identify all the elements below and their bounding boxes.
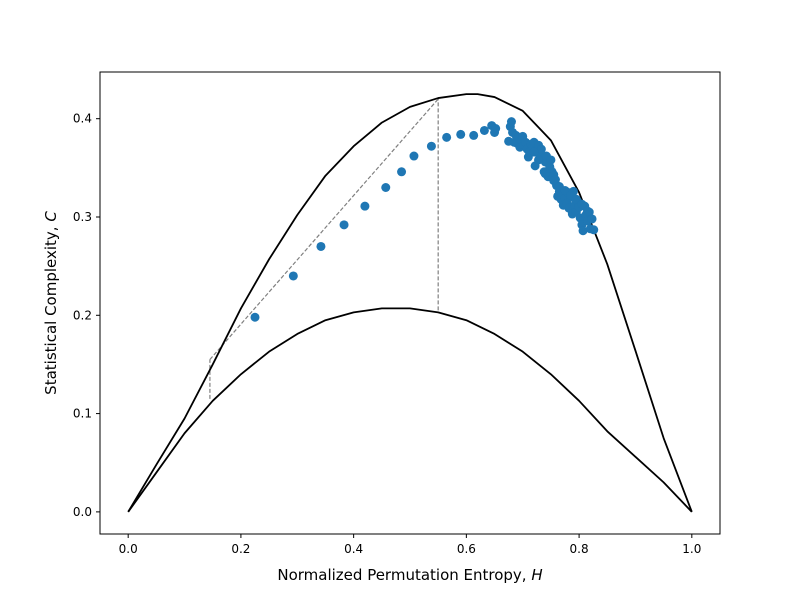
data-point xyxy=(316,241,326,251)
data-point xyxy=(397,167,407,177)
data-point xyxy=(250,312,260,322)
data-point xyxy=(549,176,559,186)
data-point xyxy=(587,214,597,224)
x-axis: 0.0 0.2 0.4 0.6 0.8 1.0 xyxy=(119,534,701,556)
guide-lines-layer xyxy=(209,98,439,399)
data-point xyxy=(536,144,546,154)
data-point xyxy=(442,132,452,142)
lower-bound-curve xyxy=(127,307,693,513)
x-axis-label: Normalized Permutation Entropy, H xyxy=(277,566,542,584)
data-point xyxy=(360,201,370,211)
y-axis: 0.0 0.1 0.2 0.3 0.4 xyxy=(73,112,100,519)
y-tick-label: 0.2 xyxy=(73,308,92,322)
x-tick-label: 0.6 xyxy=(457,542,476,556)
data-point xyxy=(578,226,588,236)
points-layer xyxy=(250,117,599,322)
data-point xyxy=(381,183,391,192)
data-point xyxy=(491,124,501,134)
plot-area xyxy=(100,72,720,534)
guide-line-1 xyxy=(209,98,439,360)
data-point xyxy=(589,225,599,235)
data-point xyxy=(426,141,436,151)
data-point xyxy=(288,271,298,281)
data-point xyxy=(577,199,587,209)
data-point xyxy=(506,117,516,127)
y-axis-label: Statistical Complexity, C xyxy=(42,211,60,395)
y-tick-label: 0.3 xyxy=(73,210,92,224)
data-point xyxy=(546,155,556,165)
data-point xyxy=(409,151,419,161)
x-tick-label: 0.4 xyxy=(344,542,363,556)
data-point xyxy=(456,129,466,139)
data-point xyxy=(339,220,349,230)
data-point xyxy=(529,147,539,157)
y-tick-label: 0.0 xyxy=(73,505,92,519)
x-tick-label: 0.8 xyxy=(570,542,589,556)
y-tick-label: 0.1 xyxy=(73,407,92,421)
x-tick-label: 0.2 xyxy=(231,542,250,556)
x-tick-label: 0.0 xyxy=(119,542,138,556)
data-point xyxy=(469,130,479,140)
data-point xyxy=(545,163,555,173)
data-point xyxy=(583,206,593,216)
y-tick-label: 0.4 xyxy=(73,112,92,126)
plot-frame xyxy=(99,71,721,535)
x-tick-label: 1.0 xyxy=(682,542,701,556)
data-point xyxy=(534,155,544,165)
data-point xyxy=(479,125,489,135)
